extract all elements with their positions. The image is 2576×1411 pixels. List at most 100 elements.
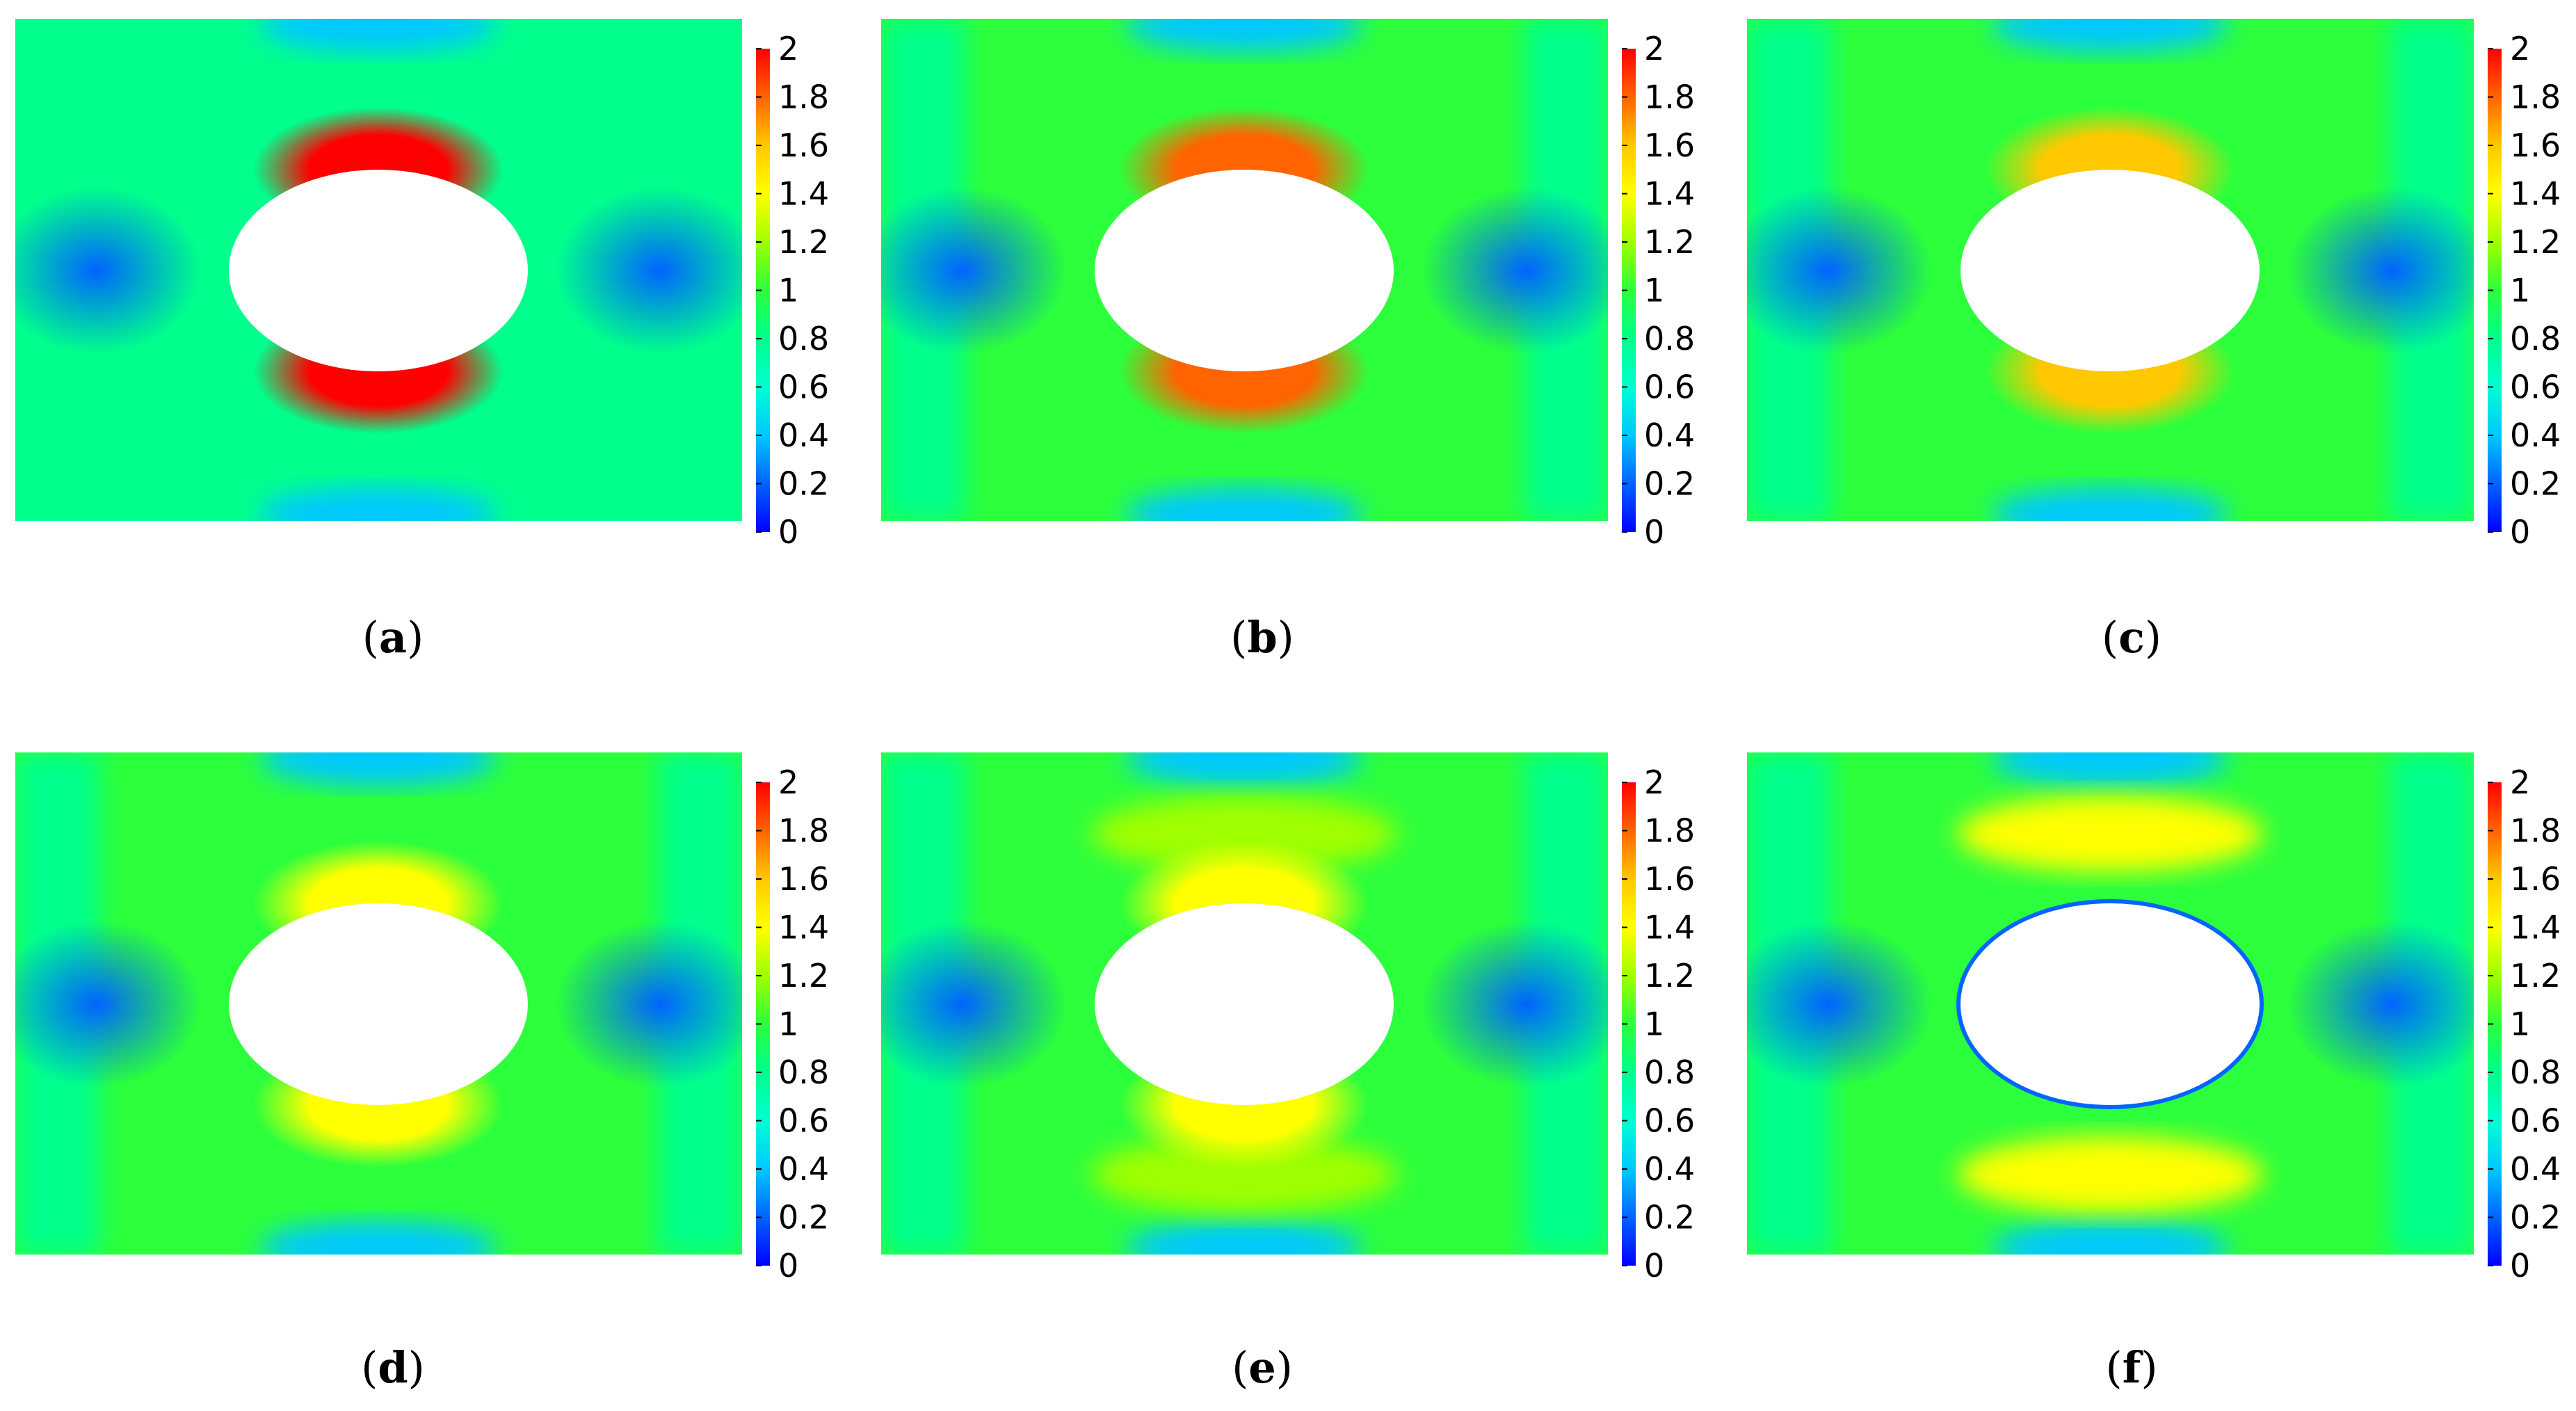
field-side-min-left — [881, 187, 1067, 354]
heatmap-field — [15, 752, 742, 1255]
caption-a: (a) — [362, 612, 424, 663]
colorbar-tick-label: 1.8 — [2510, 79, 2561, 116]
field-bottom-low — [1992, 487, 2228, 521]
colorbar-tick-label: 0.4 — [1644, 417, 1695, 454]
colorbar-tick-label: 1.6 — [778, 860, 829, 898]
colorbar-tick-label: 1.4 — [1644, 909, 1695, 946]
colorbar-tick-label: 0.2 — [2510, 465, 2561, 503]
colorbar-tick-label: 0.6 — [1644, 1102, 1695, 1140]
plot-c: 2 1.8 1.6 1.4 1.2 1 0.8 0.6 0.4 0.2 0 — [1747, 19, 2561, 551]
colorbar-tick-label: 1 — [2510, 1006, 2530, 1043]
caption-b: (b) — [1230, 612, 1294, 663]
colorbar-tick-label: 1.6 — [2510, 127, 2561, 164]
field-side-min-left — [1747, 921, 1933, 1088]
field-top-low — [1992, 19, 2228, 52]
colorbar-tick-label: 2 — [778, 764, 798, 801]
colorbar-tick-label: 0.6 — [778, 369, 829, 406]
field-bottom-low — [1126, 1221, 1362, 1255]
colorbar-tick-label: 0 — [778, 1247, 798, 1284]
colorbar-tick-label: 1 — [778, 272, 798, 309]
colorbar-tick-label: 0.4 — [2510, 1150, 2561, 1188]
colorbar-tick-label: 1.2 — [2510, 957, 2561, 994]
colorbar-tick-label: 2 — [778, 30, 798, 67]
colorbar-tick-label: 1.4 — [2510, 909, 2561, 946]
colorbar-tick-label: 1.8 — [2510, 812, 2561, 850]
panel-d: 2 1.8 1.6 1.4 1.2 1 0.8 0.6 0.4 0.2 0 — [0, 734, 862, 1293]
field-far-band-top — [1957, 796, 2263, 872]
colorbar-tick-label: 0.4 — [778, 1150, 829, 1188]
hole — [1961, 170, 2260, 371]
colorbar-tick-label: 1.8 — [778, 812, 829, 850]
caption-c: (c) — [2101, 612, 2162, 663]
field-side-min-right — [1422, 921, 1608, 1088]
colorbar-tick-label: 1.6 — [2510, 860, 2561, 898]
field-far-band-top — [1091, 796, 1397, 872]
field-bottom-low — [260, 487, 497, 521]
field-side-min-right — [556, 187, 742, 354]
plot-b: 2 1.8 1.6 1.4 1.2 1 0.8 0.6 0.4 0.2 0 — [881, 19, 1695, 551]
field-bottom-low — [1126, 487, 1362, 521]
colorbar-tick-label: 0.2 — [2510, 1199, 2561, 1236]
field-side-min-left — [881, 921, 1067, 1088]
colorbar-tick-label: 2 — [2510, 764, 2530, 801]
colorbar-tick-label: 2 — [1644, 30, 1664, 67]
field-top-low — [260, 19, 497, 52]
colorbar — [756, 782, 770, 1266]
colorbar-tick-label: 0.8 — [1644, 1054, 1695, 1091]
colorbar-tick-label: 0.4 — [1644, 1150, 1695, 1188]
colorbar-tick-label: 1.2 — [778, 223, 829, 261]
field-side-min-left — [1747, 187, 1933, 354]
colorbar-tick-label: 1.8 — [1644, 812, 1695, 850]
colorbar-tick-label: 0.8 — [1644, 320, 1695, 357]
colorbar-tick-label: 0.8 — [2510, 1054, 2561, 1091]
colorbar-tick-label: 0.2 — [1644, 465, 1695, 503]
field-top-low — [260, 752, 497, 786]
caption-e: (e) — [1232, 1342, 1293, 1393]
colorbar-tick-label: 0.6 — [778, 1102, 829, 1140]
colorbar-tick-label: 1.6 — [1644, 127, 1695, 164]
panel-b: 2 1.8 1.6 1.4 1.2 1 0.8 0.6 0.4 0.2 0 — [866, 0, 1728, 559]
colorbar — [1622, 782, 1636, 1266]
colorbar-tick-label: 0.8 — [2510, 320, 2561, 357]
colorbar-tick-label: 0.6 — [2510, 369, 2561, 406]
hole — [229, 903, 528, 1105]
colorbar-tick-label: 1 — [1644, 272, 1664, 309]
field-side-min-right — [1422, 187, 1608, 354]
colorbar-tick-label: 1.2 — [1644, 957, 1695, 994]
panel-c: 2 1.8 1.6 1.4 1.2 1 0.8 0.6 0.4 0.2 0 — [1732, 0, 2576, 559]
hole — [1095, 170, 1394, 371]
panel-e: 2 1.8 1.6 1.4 1.2 1 0.8 0.6 0.4 0.2 0 — [866, 734, 1728, 1293]
field-side-min-left — [15, 187, 201, 354]
plot-a: 2 1.8 1.6 1.4 1.2 1 0.8 0.6 0.4 0.2 0 — [15, 19, 829, 551]
colorbar-tick-label: 0 — [1644, 513, 1664, 551]
field-side-min-right — [2287, 921, 2474, 1088]
colorbar-tick-label: 1.8 — [1644, 79, 1695, 116]
colorbar-tick-label: 1.4 — [778, 175, 829, 213]
colorbar-tick-label: 1.2 — [1644, 223, 1695, 261]
colorbar-tick-label: 1.4 — [2510, 175, 2561, 213]
colorbar — [2488, 782, 2502, 1266]
plot-d: 2 1.8 1.6 1.4 1.2 1 0.8 0.6 0.4 0.2 0 — [15, 752, 829, 1284]
panel-a: 2 1.8 1.6 1.4 1.2 1 0.8 0.6 0.4 0.2 0 — [0, 0, 862, 559]
plot-f: 2 1.8 1.6 1.4 1.2 1 0.8 0.6 0.4 0.2 0 — [1747, 752, 2561, 1284]
colorbar-tick-label: 0.2 — [1644, 1199, 1695, 1236]
colorbar-tick-label: 0.6 — [1644, 369, 1695, 406]
colorbar-tick-label: 1.4 — [1644, 175, 1695, 213]
colorbar-tick-label: 2 — [2510, 30, 2530, 67]
field-far-band-bottom — [1091, 1136, 1397, 1213]
colorbar-tick-label: 1.4 — [778, 909, 829, 946]
colorbar-tick-label: 1 — [2510, 272, 2530, 309]
colorbar-tick-label: 0.2 — [778, 465, 829, 503]
caption-f: (f) — [2105, 1342, 2158, 1393]
colorbar-tick-label: 0 — [2510, 1247, 2530, 1284]
colorbar-tick-label: 0.8 — [778, 320, 829, 357]
colorbar — [1622, 49, 1636, 532]
colorbar — [2488, 49, 2502, 532]
colorbar-tick-label: 2 — [1644, 764, 1664, 801]
field-top-low — [1126, 752, 1362, 786]
colorbar-tick-label: 0.4 — [778, 417, 829, 454]
colorbar-tick-label: 0 — [1644, 1247, 1664, 1284]
colorbar-tick-label: 0 — [2510, 513, 2530, 551]
colorbar-tick-label: 1.8 — [778, 79, 829, 116]
colorbar-tick-label: 0.4 — [2510, 417, 2561, 454]
